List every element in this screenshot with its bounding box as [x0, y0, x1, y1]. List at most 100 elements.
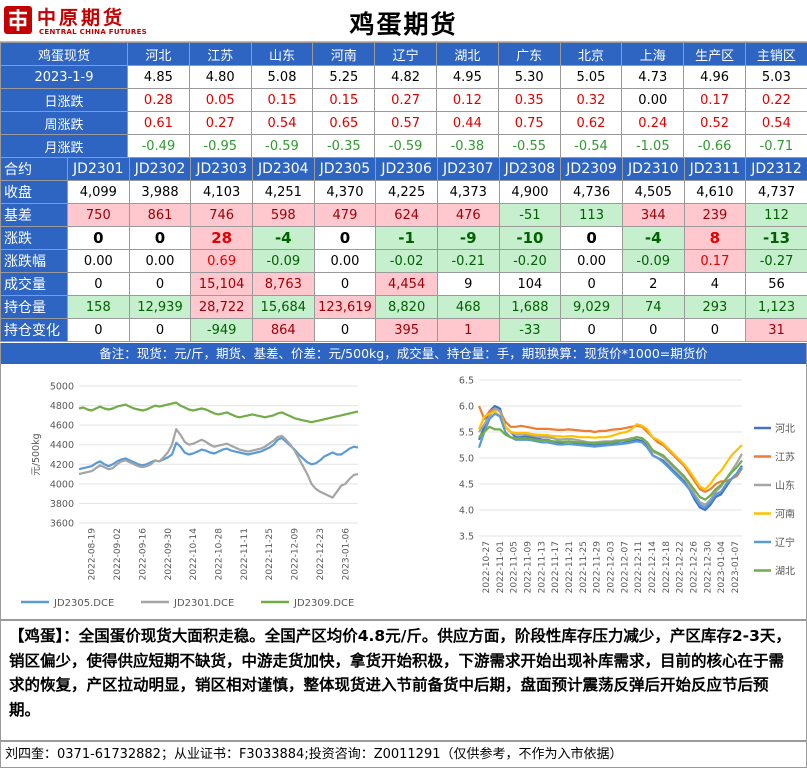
futures-data-cell: 0: [67, 272, 130, 296]
region-header-cell: 湖北: [435, 42, 499, 66]
legend-label: 河北: [775, 423, 795, 435]
futures-data-row: 收盘 4,099 3,988 4,103 4,251 4,370 4,225 4,373 4,9…: [0, 180, 807, 204]
region-header-cell: 主销区: [744, 42, 807, 66]
futures-data-row: 涨跌 0 0 28 -4 0 -1 -9 -10 0 -4 8 -13: [0, 226, 807, 250]
x-tick-label: 2022-12-11: [634, 541, 644, 593]
contract-header-cell: JD2301: [67, 157, 130, 181]
spot-price-table: 鸡蛋现货 河北 江苏 山东 河南 辽宁 湖北 广东 北京 上海 生产区 主销区 2023-1-9 4.85…: [0, 42, 807, 158]
futures-data-cell: 1,688: [498, 295, 562, 319]
contract-header-cell: JD2310: [621, 157, 685, 181]
futures-data-cell: -4: [251, 226, 315, 250]
futures-data-cell: 0: [560, 272, 623, 296]
futures-data-cell: 0.00: [560, 249, 623, 273]
futures-data-cell: 624: [375, 203, 438, 227]
x-tick-label: 2022-11-11: [240, 528, 250, 580]
series-line-0: [78, 436, 359, 471]
futures-data-cell: 0.69: [190, 249, 253, 273]
logo-text-en: CENTRAL CHINA FUTURES: [39, 28, 148, 36]
region-header-cell: 河北: [127, 42, 190, 66]
spot-change-cell: -0.38: [435, 134, 499, 158]
spot-change-cell: 0.27: [374, 88, 437, 112]
futures-data-cell: 293: [683, 295, 747, 319]
futures-data-cell: 9: [436, 272, 500, 296]
futures-data-row: 成交量 0 0 15,104 8,763 0 4,454 9 104 0 2 4 56: [0, 272, 807, 296]
region-header-cell: 河南: [312, 42, 376, 66]
spot-change-cell: 0.61: [127, 111, 190, 135]
legend-label: 辽宁: [775, 536, 795, 549]
spot-change-cell: -0.49: [127, 134, 190, 158]
series-line-1: [477, 405, 743, 493]
legend-label: 湖北: [775, 566, 795, 578]
units-note: 备注：现货：元/斤，期货、基差、价差：元/500kg，成交量、持仓量：手，期现换…: [0, 343, 807, 364]
spot-price-cell: 5.03: [744, 65, 807, 89]
futures-row-label: 持仓变化: [0, 318, 68, 342]
x-tick-label: 2022-09-16: [138, 528, 148, 581]
legend-entry: 辽宁: [754, 536, 795, 549]
x-tick-label: 2022-10-27: [482, 541, 492, 593]
futures-data-cell: 1: [436, 318, 500, 342]
spot-price-cell: 4.73: [621, 65, 685, 89]
futures-data-cell: 4,505: [621, 180, 685, 204]
legend-entry: 山东: [754, 479, 795, 492]
legend-label: 山东: [775, 479, 795, 492]
futures-data-cell: 0: [128, 318, 192, 342]
futures-data-cell: 0.00: [67, 249, 130, 273]
y-tick-label: 4.0: [459, 506, 474, 517]
x-tick-label: 2022-11-17: [551, 541, 561, 593]
x-tick-label: 2022-12-23: [316, 528, 326, 580]
spot-change-cell: 0.17: [683, 88, 746, 112]
company-logo: 中原期货 CENTRAL CHINA FUTURES: [3, 3, 153, 39]
contract-header-cell: JD2304: [251, 157, 315, 181]
contract-header-cell: JD2305: [313, 157, 377, 181]
contract-header-row: 合约 JD2301 JD2302 JD2303 JD2304 JD2305 JD2306 JD…: [0, 157, 807, 181]
futures-data-cell: 4: [683, 272, 747, 296]
y-tick-label: 4600: [50, 421, 74, 432]
spot-price-cell: 4.82: [374, 65, 437, 89]
spot-change-cell: -0.55: [497, 134, 561, 158]
y-tick-label: 5.5: [459, 428, 474, 439]
futures-data-cell: 15,684: [251, 295, 315, 319]
futures-data-cell: -9: [436, 226, 500, 250]
futures-data-cell: 56: [745, 272, 807, 296]
x-tick-label: 2022-09-30: [164, 528, 174, 581]
futures-data-cell: 746: [190, 203, 253, 227]
futures-data-cell: 8: [683, 226, 747, 250]
futures-data-cell: 0.00: [313, 249, 377, 273]
x-tick-label: 2022-11-13: [537, 541, 547, 593]
futures-data-cell: 0.00: [128, 249, 192, 273]
y-tick-label: 5000: [50, 382, 74, 393]
x-tick-label: 2022-12-18: [662, 541, 672, 594]
futures-data-cell: 4,900: [498, 180, 562, 204]
futures-data-cell: 28: [190, 226, 253, 250]
futures-row-label: 成交量: [0, 272, 68, 296]
spot-header-row: 鸡蛋现货 河北 江苏 山东 河南 辽宁 湖北 广东 北京 上海 生产区 主销区: [0, 42, 807, 66]
spot-change-cell: 0.05: [188, 88, 252, 112]
y-tick-label: 3600: [50, 519, 74, 530]
futures-data-cell: 0.17: [683, 249, 747, 273]
futures-data-cell: 8,763: [251, 272, 315, 296]
spot-price-cell: 4.80: [188, 65, 252, 89]
futures-data-cell: -10: [498, 226, 562, 250]
y-tick-label: 6.5: [459, 376, 474, 387]
series-line-5: [478, 425, 743, 501]
futures-data-cell: -0.09: [251, 249, 315, 273]
futures-row-label: 持仓量: [0, 295, 68, 319]
spot-change-cell: 0.15: [250, 88, 314, 112]
spot-price-cell: 4.96: [683, 65, 746, 89]
futures-data-cell: 74: [621, 295, 685, 319]
futures-data-cell: 0: [67, 318, 130, 342]
futures-data-cell: 864: [251, 318, 315, 342]
region-header-cell: 山东: [250, 42, 314, 66]
futures-data-row: 涨跌幅 0.00 0.00 0.69 -0.09 0.00 -0.02 -0.21 -0.20 0…: [0, 249, 807, 273]
futures-data-cell: -13: [745, 226, 807, 250]
spot-price-cell: 5.25: [312, 65, 376, 89]
futures-data-cell: 0: [67, 226, 130, 250]
contract-header-cell: JD2308: [498, 157, 562, 181]
futures-data-cell: 4,251: [251, 180, 315, 204]
x-tick-label: 2022-11-25: [579, 541, 589, 593]
futures-data-cell: 123,619: [313, 295, 377, 319]
futures-data-cell: 0: [313, 318, 377, 342]
y-tick-label: 4800: [50, 401, 74, 412]
legend-entry: 河南: [754, 508, 795, 521]
x-tick-label: 2022-12-07: [620, 541, 630, 593]
